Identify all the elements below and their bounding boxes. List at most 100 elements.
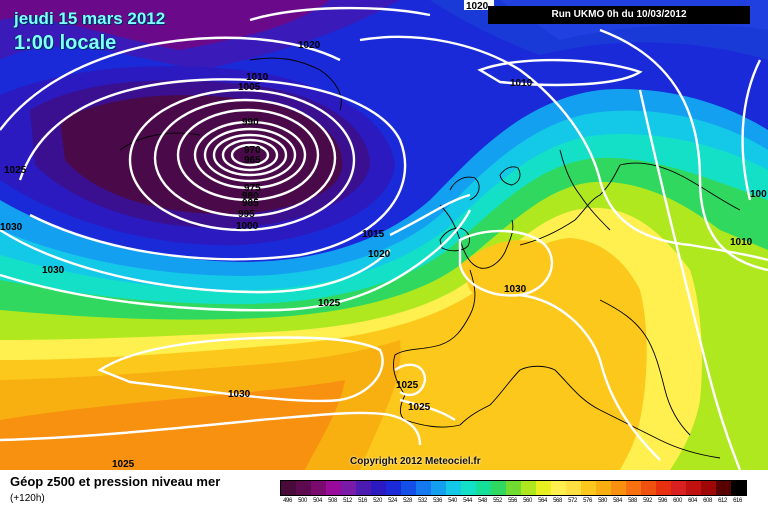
scale-swatch bbox=[581, 481, 596, 495]
scale-label: 592 bbox=[643, 498, 652, 504]
scale-swatch bbox=[566, 481, 581, 495]
svg-text:995: 995 bbox=[238, 209, 255, 220]
svg-text:1010: 1010 bbox=[246, 72, 269, 83]
scale-swatch bbox=[431, 481, 446, 495]
isobar-label: 1030 bbox=[42, 265, 65, 276]
scale-swatch bbox=[371, 481, 386, 495]
scale-label: 596 bbox=[658, 498, 667, 504]
scale-swatch bbox=[281, 481, 296, 495]
scale-swatch bbox=[701, 481, 716, 495]
isobar-label: 1025 bbox=[396, 380, 419, 391]
scale-label: 512 bbox=[343, 498, 352, 504]
copyright-notice: Copyright 2012 Meteociel.fr bbox=[350, 456, 481, 467]
svg-text:1015: 1015 bbox=[362, 229, 385, 240]
scale-swatch bbox=[476, 481, 491, 495]
svg-text:1010: 1010 bbox=[730, 237, 753, 248]
scale-swatch bbox=[536, 481, 551, 495]
svg-text:975: 975 bbox=[244, 183, 261, 194]
forecast-time: 1:00 locale bbox=[14, 32, 117, 54]
scale-swatch bbox=[446, 481, 461, 495]
svg-text:1030: 1030 bbox=[504, 284, 527, 295]
scale-swatch bbox=[521, 481, 536, 495]
isobar-label: 990 bbox=[242, 117, 259, 128]
scale-swatch bbox=[296, 481, 311, 495]
legend-title: Géop z500 et pression niveau mer bbox=[10, 474, 221, 489]
scale-label: 532 bbox=[418, 498, 427, 504]
svg-text:1025: 1025 bbox=[318, 298, 341, 309]
scale-label: 576 bbox=[583, 498, 592, 504]
isobar-label: 975 bbox=[244, 183, 261, 194]
model-run-label: Run UKMO 0h du 10/03/2012 bbox=[488, 6, 750, 24]
scale-label: 528 bbox=[403, 498, 412, 504]
legend-bar: Géop z500 et pression niveau mer (+120h)… bbox=[0, 470, 768, 512]
svg-text:1025: 1025 bbox=[408, 402, 431, 413]
scale-swatch bbox=[656, 481, 671, 495]
isobar-label: 1005 bbox=[238, 82, 261, 93]
scale-swatch bbox=[506, 481, 521, 495]
scale-label: 564 bbox=[538, 498, 547, 504]
scale-swatch bbox=[596, 481, 611, 495]
isobar-label: 1010 bbox=[730, 237, 753, 248]
isobar-label: 995 bbox=[238, 209, 255, 220]
scale-label: 572 bbox=[568, 498, 577, 504]
isobar-label: 1000 bbox=[236, 221, 259, 232]
scale-label: 568 bbox=[553, 498, 562, 504]
scale-swatch bbox=[326, 481, 341, 495]
svg-text:985: 985 bbox=[242, 198, 259, 209]
scale-label: 540 bbox=[448, 498, 457, 504]
scale-swatch bbox=[416, 481, 431, 495]
svg-text:1025: 1025 bbox=[4, 165, 27, 176]
scale-label: 608 bbox=[703, 498, 712, 504]
scale-label: 612 bbox=[718, 498, 727, 504]
scale-label: 536 bbox=[433, 498, 442, 504]
svg-text:1025: 1025 bbox=[396, 380, 419, 391]
svg-text:1020: 1020 bbox=[466, 1, 489, 12]
scale-swatch bbox=[641, 481, 656, 495]
isobar-label: 1025 bbox=[112, 459, 135, 470]
scale-label: 556 bbox=[508, 498, 517, 504]
scale-swatch bbox=[671, 481, 686, 495]
scale-label: 552 bbox=[493, 498, 502, 504]
svg-text:1025: 1025 bbox=[112, 459, 135, 470]
scale-label: 604 bbox=[688, 498, 697, 504]
scale-label: 600 bbox=[673, 498, 682, 504]
scale-swatch bbox=[386, 481, 401, 495]
scale-swatch bbox=[611, 481, 626, 495]
scale-swatch bbox=[356, 481, 371, 495]
scale-label: 496 bbox=[283, 498, 292, 504]
scale-label: 580 bbox=[598, 498, 607, 504]
scale-label: 500 bbox=[298, 498, 307, 504]
scale-label: 616 bbox=[733, 498, 742, 504]
scale-label: 584 bbox=[613, 498, 622, 504]
isobar-label: 1025 bbox=[318, 298, 341, 309]
scale-swatch bbox=[341, 481, 356, 495]
isobar-label: 1030 bbox=[228, 389, 251, 400]
svg-text:965: 965 bbox=[244, 155, 261, 166]
isobar-label: 985 bbox=[242, 198, 259, 209]
svg-text:990: 990 bbox=[242, 117, 259, 128]
forecast-date: jeudi 15 mars 2012 bbox=[14, 9, 166, 28]
scale-swatch bbox=[461, 481, 476, 495]
isobar-label: 1025 bbox=[408, 402, 431, 413]
isobar-label: 1010 bbox=[246, 72, 269, 83]
isobar-label: 1020 bbox=[464, 0, 494, 12]
scale-swatch bbox=[491, 481, 506, 495]
color-scale-labels: 496 500 504 508 512 516 520 524 528 532 536 540 544 5… bbox=[280, 497, 745, 505]
svg-text:980: 980 bbox=[242, 191, 259, 202]
scale-label: 544 bbox=[463, 498, 472, 504]
legend-subtitle: (+120h) bbox=[10, 493, 45, 504]
scale-label: 588 bbox=[628, 498, 637, 504]
scale-swatch bbox=[311, 481, 326, 495]
isobar-label: 1020 bbox=[298, 40, 321, 51]
isobar-label: 970 bbox=[244, 145, 261, 156]
isobar-labels: 1020 1020 1010 1005 1010 990 970 965 975… bbox=[0, 0, 767, 470]
scale-label: 524 bbox=[388, 498, 397, 504]
scale-swatch bbox=[626, 481, 641, 495]
svg-text:100: 100 bbox=[750, 189, 767, 200]
svg-text:1030: 1030 bbox=[228, 389, 251, 400]
isobar-label: 965 bbox=[244, 155, 261, 166]
color-scale bbox=[280, 480, 747, 496]
isobar-label: 1010 bbox=[510, 78, 533, 89]
scale-label: 560 bbox=[523, 498, 532, 504]
